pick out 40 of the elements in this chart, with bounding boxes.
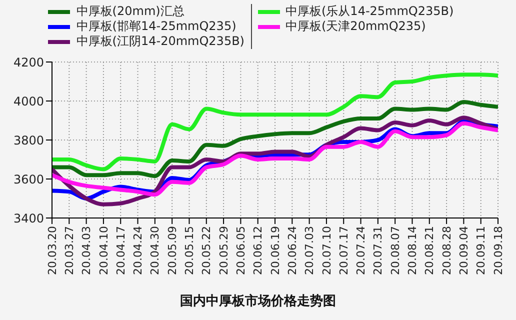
x-tick-label: 20.04.10 bbox=[97, 226, 110, 275]
legend-label: 中厚板(天津20mmQ235) bbox=[286, 19, 426, 34]
x-tick-label: 20.08.21 bbox=[423, 226, 436, 275]
x-tick-label: 20.04.24 bbox=[132, 226, 145, 275]
legend-label: 中厚板(20mm)汇总 bbox=[76, 4, 184, 19]
x-tick-label: 20.06.24 bbox=[286, 226, 299, 275]
y-tick-label: 3600 bbox=[13, 172, 44, 186]
x-tick-label: 20.06.05 bbox=[234, 226, 248, 275]
x-tick-label: 20.05.09 bbox=[166, 226, 179, 275]
x-tick-label: 20.06.19 bbox=[268, 226, 282, 275]
y-tick-label: 4000 bbox=[13, 94, 44, 108]
legend-label: 中厚板(乐从14-25mmQ235B) bbox=[286, 4, 454, 19]
line-series bbox=[52, 72, 498, 172]
y-tick-label: 3400 bbox=[13, 211, 44, 226]
x-tick-label: 20.03.20 bbox=[46, 226, 59, 275]
x-tick-label: 20.07.31 bbox=[372, 226, 385, 275]
legend-label: 中厚板(邯郸14-25mmQ235) bbox=[76, 19, 236, 34]
x-tick-label: 20.04.03 bbox=[80, 226, 94, 275]
x-tick-label: 20.05.22 bbox=[200, 226, 214, 275]
x-tick-label: 20.08.28 bbox=[440, 226, 454, 275]
x-tick-label: 20.09.11 bbox=[474, 226, 488, 275]
y-tick-label: 4200 bbox=[13, 55, 44, 70]
x-tick-label: 20.07.10 bbox=[320, 226, 334, 275]
legend-label: 中厚板(江阴14-20mmQ235B) bbox=[76, 34, 244, 49]
y-tick-label: 3800 bbox=[13, 133, 44, 148]
x-tick-label: 20.08.14 bbox=[406, 226, 420, 275]
x-tick-label: 20.08.07 bbox=[388, 226, 402, 275]
text: 国内中厚板市场价格走势图 bbox=[179, 292, 337, 310]
x-tick-label: 20.07.03 bbox=[303, 226, 316, 275]
x-tick-label: 20.09.18 bbox=[492, 226, 505, 275]
x-tick-label: 20.07.24 bbox=[354, 226, 368, 275]
x-tick-label: 20.03.27 bbox=[62, 226, 76, 275]
x-tick-label: 20.09.04 bbox=[458, 226, 470, 275]
x-tick-label: 20.07.17 bbox=[337, 226, 350, 275]
x-tick-label: 20.04.30 bbox=[148, 226, 162, 275]
x-tick-label: 20.04.17 bbox=[114, 226, 128, 275]
line-series bbox=[52, 100, 498, 178]
x-tick-label: 20.06.12 bbox=[252, 226, 265, 275]
x-tick-label: 20.05.29 bbox=[217, 226, 230, 275]
x-tick-label: 20.05.15 bbox=[183, 226, 196, 275]
